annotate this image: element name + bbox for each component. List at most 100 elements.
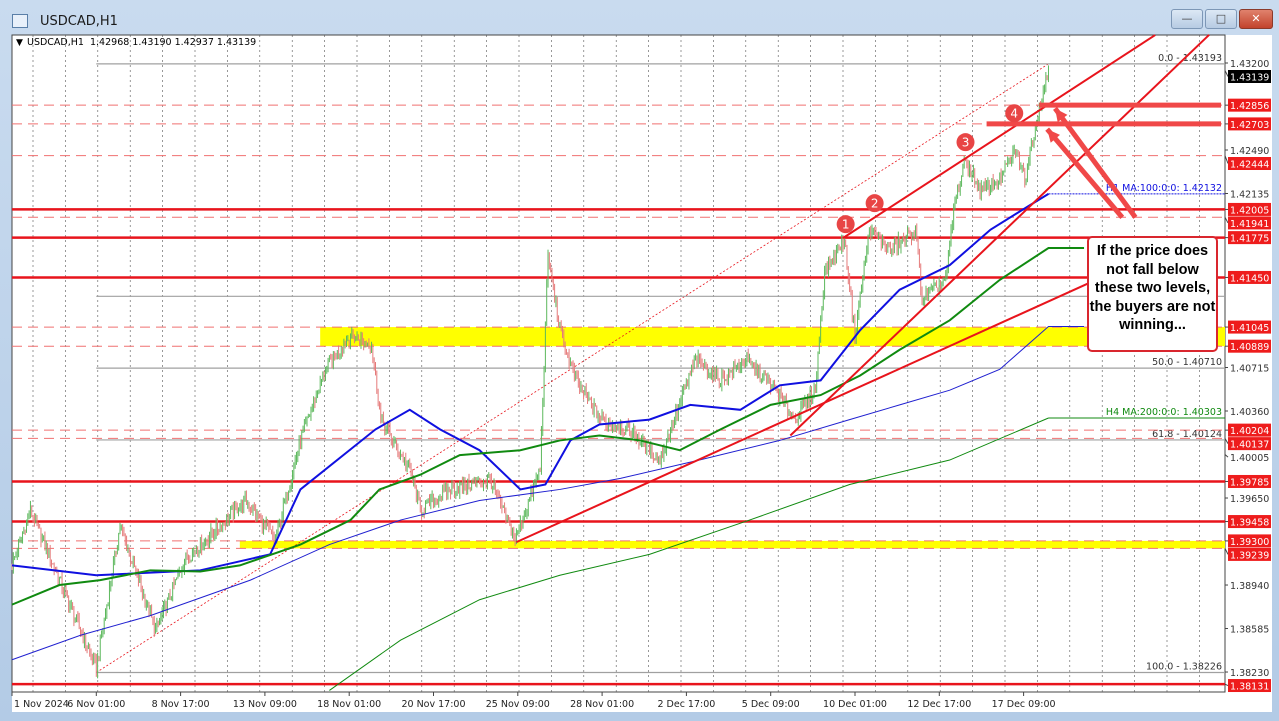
trendline	[515, 281, 1092, 544]
price-tag-pointer	[1224, 548, 1229, 555]
y-tick-label: 1.38585	[1230, 625, 1269, 636]
ohlc-header: USDCAD,H1 1.42968 1.43190 1.42937 1.4313…	[27, 37, 256, 48]
price-tag	[1228, 339, 1271, 353]
fib-level-label: 61.8 - 1.40124	[1152, 429, 1222, 440]
wave-marker-label: 3	[962, 136, 970, 150]
price-tag	[1228, 216, 1271, 230]
x-tick-label: 1 Nov 2024	[14, 699, 69, 710]
x-tick-label: 8 Nov 17:00	[152, 699, 210, 710]
y-tick-label: 1.38940	[1230, 581, 1269, 592]
y-tick-label: 1.40005	[1230, 453, 1269, 464]
price-tag	[1228, 202, 1271, 216]
price-tag-pointer	[1224, 438, 1229, 444]
x-tick-label: 13 Nov 09:00	[233, 699, 297, 710]
support-zone	[239, 540, 1225, 549]
arrow-head-icon	[1055, 108, 1068, 123]
annotation-box: If the price does not fall below these t…	[1087, 236, 1218, 352]
price-tag-label: 1.41045	[1230, 323, 1269, 334]
x-tick-label: 12 Dec 17:00	[907, 699, 971, 710]
price-tag-label: 1.39239	[1230, 550, 1269, 561]
trendline	[789, 34, 1210, 437]
close-button[interactable]: ✕	[1239, 9, 1273, 29]
price-tag-label: 1.42005	[1230, 205, 1269, 216]
price-tag-label: 1.40204	[1230, 426, 1269, 437]
x-tick-label: 18 Nov 01:00	[317, 699, 381, 710]
moving-average-label: H4 MA:200:0:0: 1.40303	[1106, 407, 1222, 418]
x-tick-label: 28 Nov 01:00	[570, 699, 634, 710]
x-tick-label: 10 Dec 01:00	[823, 699, 887, 710]
price-tag	[1228, 474, 1271, 488]
price-tag-label: 1.41941	[1230, 219, 1269, 230]
price-tag	[1228, 534, 1271, 548]
price-tag-pointer	[1224, 155, 1229, 164]
price-tag-label: 1.41775	[1230, 234, 1269, 245]
moving-average-line	[329, 417, 1049, 691]
fib-level-label: 0.0 - 1.43193	[1158, 53, 1222, 64]
price-tag	[1228, 98, 1271, 112]
wave-marker	[1005, 104, 1024, 123]
support-zone	[320, 327, 1226, 347]
price-tag-pointer	[1224, 70, 1229, 77]
price-tag	[1228, 437, 1271, 451]
y-tick	[1224, 454, 1229, 458]
price-tag	[1228, 679, 1271, 693]
price-tag-label: 1.39785	[1230, 477, 1269, 488]
x-tick-label: 17 Dec 09:00	[992, 699, 1056, 710]
y-tick-label: 1.38230	[1230, 668, 1269, 679]
price-tag-label: 1.39458	[1230, 518, 1269, 529]
x-tick-label: 5 Dec 09:00	[742, 699, 800, 710]
price-tag-label: 1.42856	[1230, 101, 1269, 112]
price-tag-pointer	[1224, 683, 1229, 686]
price-tag-label: 1.38131	[1230, 682, 1269, 693]
window-title: USDCAD,H1	[40, 14, 118, 29]
ohlc-dropdown-icon[interactable]: ▼	[16, 38, 23, 48]
moving-average-line	[11, 325, 1085, 661]
x-tick-label: 6 Nov 01:00	[67, 699, 125, 710]
moving-average-label: H1 MA:100:0:0: 1.42132	[1106, 183, 1222, 194]
arrow-shaft	[1045, 127, 1125, 220]
wave-marker-label: 2	[871, 197, 879, 211]
price-tag-label: 1.42444	[1230, 160, 1269, 171]
x-tick-label: 2 Dec 17:00	[657, 699, 715, 710]
trendline	[842, 34, 1156, 239]
price-tag	[1228, 231, 1271, 245]
price-tag	[1228, 515, 1271, 529]
x-tick-label: 25 Nov 09:00	[486, 699, 550, 710]
plot-border	[11, 34, 1226, 693]
minimize-button[interactable]: —	[1171, 9, 1203, 29]
price-tag	[1228, 320, 1271, 334]
wave-marker	[865, 194, 884, 213]
fib-level-label: 50.0 - 1.40710	[1152, 357, 1222, 368]
maximize-button[interactable]: □	[1205, 9, 1237, 29]
current-price-tag	[1228, 70, 1271, 83]
moving-average-line	[11, 193, 1050, 577]
price-tag-label: 1.40889	[1230, 342, 1269, 353]
y-tick-label: 1.40360	[1230, 407, 1269, 418]
price-tag-label: 1.40137	[1230, 440, 1269, 451]
fib-level-label: 100.0 - 1.38226	[1146, 662, 1222, 673]
price-tag-label: 1.39300	[1230, 537, 1269, 548]
chart-window-icon	[12, 14, 28, 28]
title-bar: USDCAD,H1	[10, 6, 1272, 32]
y-tick-label: 1.43200	[1230, 59, 1269, 70]
price-tag-label: 1.41450	[1230, 273, 1269, 284]
price-tag-label: 1.42703	[1230, 120, 1269, 131]
y-tick-label: 1.42490	[1230, 146, 1269, 157]
price-tag	[1228, 547, 1271, 561]
y-tick-label: 1.40715	[1230, 364, 1269, 375]
wave-marker	[956, 133, 975, 152]
x-tick-label: 20 Nov 17:00	[401, 699, 465, 710]
wave-marker-label: 1	[842, 218, 850, 232]
wave-marker-label: 4	[1010, 107, 1018, 121]
current-price-label: 1.43139	[1230, 73, 1269, 84]
wave-marker	[836, 215, 855, 234]
moving-average-line	[11, 247, 1085, 606]
arrow-head-icon	[1047, 129, 1060, 143]
price-tag	[1228, 423, 1271, 437]
arrow-shaft	[1053, 106, 1138, 219]
price-tag-pointer	[1224, 217, 1229, 224]
y-tick-label: 1.42135	[1230, 190, 1269, 201]
y-tick-label: 1.39650	[1230, 494, 1269, 505]
